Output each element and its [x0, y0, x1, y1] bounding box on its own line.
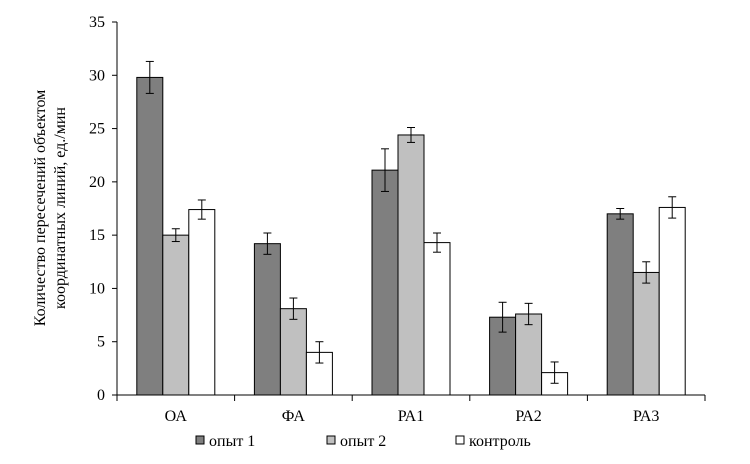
bar	[162, 234, 190, 396]
error-bars	[145, 60, 677, 384]
bar	[188, 209, 216, 396]
y-axis-label: Количество пересечений объектом координа…	[32, 90, 69, 327]
bar	[515, 313, 543, 396]
x-category-label: ОА	[165, 408, 188, 425]
y-tick-label: 5	[97, 334, 105, 351]
y-tick-label: 35	[89, 14, 105, 31]
bar	[371, 169, 399, 396]
bar	[658, 206, 686, 396]
bar	[136, 76, 164, 396]
bar	[606, 213, 634, 396]
legend-swatch	[326, 435, 336, 445]
bars	[136, 76, 686, 396]
bar	[253, 243, 281, 396]
x-axis-categories: ОА ФА РА1 РА2 РА3	[116, 395, 706, 425]
y-tick-label: 0	[97, 387, 105, 404]
y-tick-label: 25	[89, 121, 105, 138]
legend-label: опыт 1	[209, 433, 255, 450]
legend-label: опыт 2	[340, 433, 386, 450]
y-tick-label: 10	[89, 280, 105, 297]
x-category-label: РА2	[515, 408, 541, 425]
bar	[397, 134, 425, 396]
y-axis-label-line-2: координатных линий, ед./мин	[52, 107, 69, 309]
x-category-label: РА1	[398, 408, 424, 425]
y-tick-label: 15	[89, 227, 105, 244]
y-tick-label: 20	[89, 174, 105, 191]
legend-swatch	[455, 435, 465, 445]
bar	[423, 242, 451, 396]
legend-swatch	[195, 435, 205, 445]
bar	[279, 308, 307, 396]
legend: опыт 1 опыт 2 контроль	[195, 433, 531, 450]
x-category-label: ФА	[282, 408, 306, 425]
x-category-label: РА3	[633, 408, 659, 425]
y-axis-ticks: 0 5 10 15 20 25 30 35	[89, 14, 117, 404]
y-axis-label-line-1: Количество пересечений объектом	[32, 90, 49, 327]
y-tick-label: 30	[89, 67, 105, 84]
bar	[632, 271, 660, 396]
legend-label: контроль	[469, 433, 531, 450]
